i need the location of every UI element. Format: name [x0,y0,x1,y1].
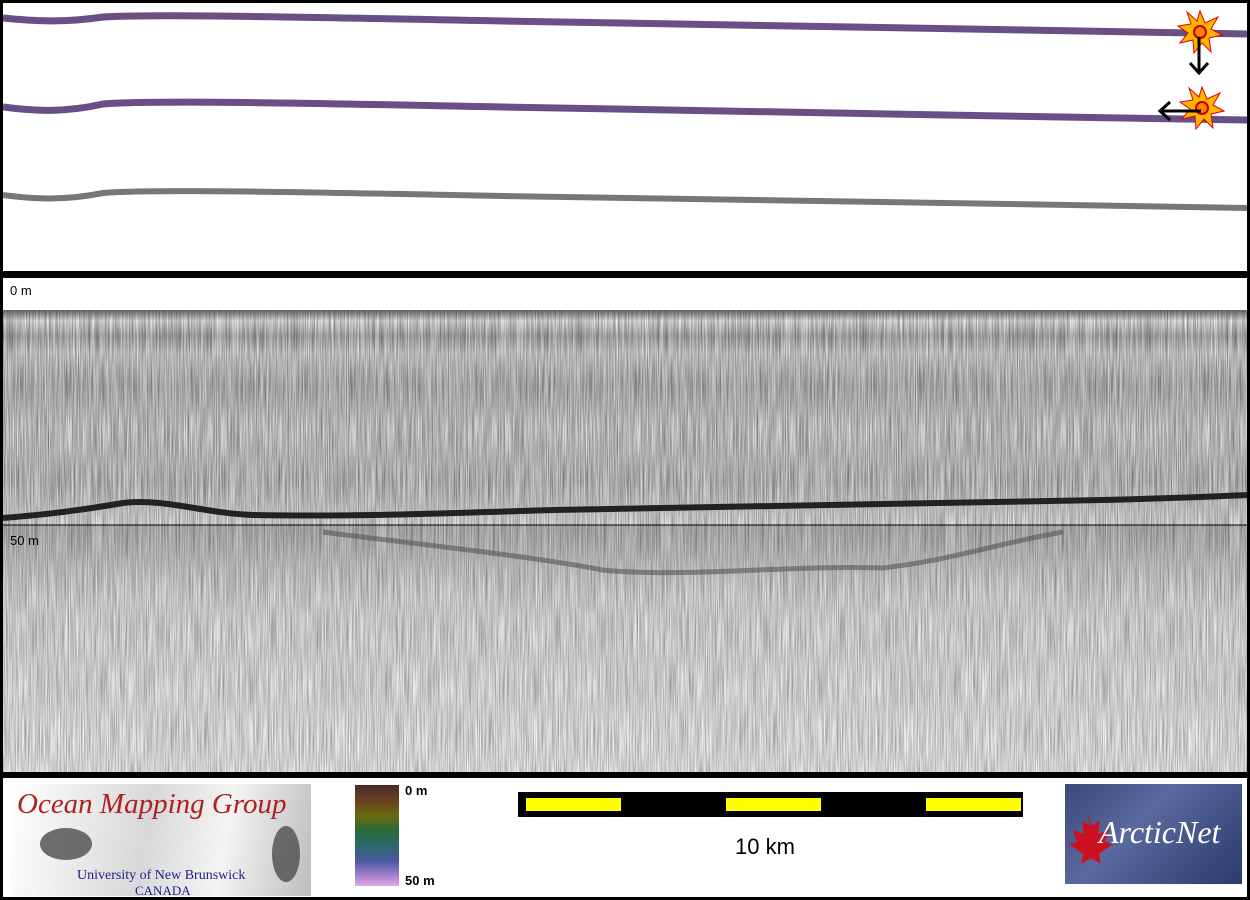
colorbar-bottom-label: 50 m [405,873,435,888]
seismic-profile [3,310,1247,772]
omg-logo-university: University of New Brunswick [77,868,246,883]
arrow-down-icon [1188,37,1210,76]
scale-segment [926,798,1021,811]
seabed-reflector [3,492,1247,521]
maple-leaf-icon [1069,812,1113,864]
footer-panel: Ocean Mapping Group University of New Br… [3,778,1247,897]
omg-logo-title: Ocean Mapping Group [17,788,287,820]
seismic-profile-panel: 0 m [3,278,1247,772]
depth-label-top: 0 m [10,283,32,298]
arcticnet-logo-text: ArcticNet [1099,814,1221,850]
scale-segment [526,798,621,811]
sonar-fish-icon [272,826,300,882]
scale-bar [518,792,1023,817]
subsurface-reflector [322,529,1064,576]
arcticnet-logo: ArcticNet [1065,784,1242,884]
scale-segment [726,798,821,811]
ocean-mapping-group-logo: Ocean Mapping Group University of New Br… [11,784,311,897]
survey-vessel-icon [40,828,92,860]
track-map-panel [3,3,1247,271]
arrow-left-icon [1157,100,1201,122]
subbottom-noise [3,525,1247,772]
omg-logo-country: CANADA [135,883,191,897]
end-marker-icon [1178,85,1226,131]
colorbar-top-label: 0 m [405,783,428,798]
depth-colorbar [355,785,399,886]
scale-label: 10 km [735,834,795,859]
swath-track-1 [3,12,1247,38]
depth-label-50m: 50 m [10,533,39,548]
swath-track-3 [3,188,1247,211]
swath-track-2 [3,98,1247,124]
water-column-noise [3,310,1247,525]
track-map [3,9,1247,211]
